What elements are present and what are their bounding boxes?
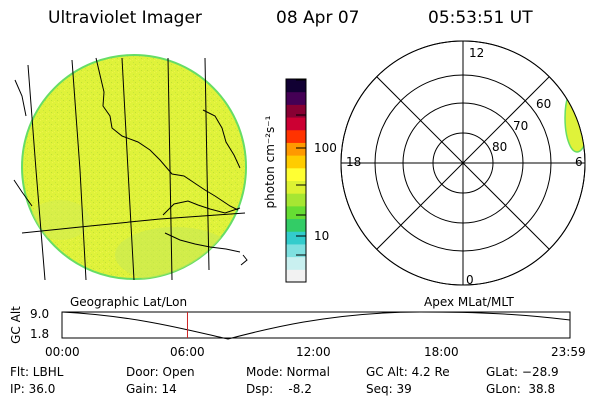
time-label: 05:53:51 UT: [428, 8, 533, 28]
gc-alt-status: GC Alt: 4.2 Re: [366, 365, 450, 379]
time-tick-1200: 12:00: [296, 345, 331, 359]
lat-label-70: 70: [513, 119, 529, 133]
colorbar-unit-label: photon cm⁻²s⁻¹: [263, 115, 277, 209]
colorbar-segment: [286, 243, 306, 258]
colorbar-segment: [286, 104, 306, 118]
colorbar-segment: [286, 167, 306, 181]
gc-alt-axis-label: GC Alt: [9, 306, 23, 344]
gc-alt-ytick-max: 9.0: [30, 307, 50, 321]
coastline: [13, 57, 248, 266]
apex-label: Apex MLat/MLT: [424, 295, 514, 309]
colorbar-segment: [286, 269, 306, 283]
colorbar-segment: [286, 142, 306, 156]
colorbar-segment: [286, 91, 306, 105]
colorbar-tick-100: 100: [314, 141, 337, 155]
mlt-label-6: 6: [575, 155, 583, 169]
time-tick-0600: 06:00: [170, 345, 205, 359]
lat-label-80: 80: [492, 140, 508, 154]
dsp-status: Dsp: -8.2: [246, 382, 312, 396]
door-status: Door: Open: [126, 365, 195, 379]
gain-status: Gain: 14: [126, 382, 177, 396]
glat-status: GLat: −28.9: [486, 365, 559, 379]
geo-grid: [21, 57, 246, 281]
colorbar-segment: [286, 218, 306, 232]
time-tick-1800: 18:00: [424, 345, 459, 359]
time-tick-0000: 00:00: [45, 345, 80, 359]
aurora-overlay: [564, 83, 585, 153]
gc-alt-plot: [61, 311, 571, 340]
mode-status: Mode: Normal: [246, 365, 330, 379]
colorbar-segment: [286, 117, 306, 131]
geographic-label: Geographic Lat/Lon: [70, 295, 188, 309]
time-tick-2359: 23:59: [551, 345, 586, 359]
colorbar-segment: [286, 79, 306, 93]
date-label: 08 Apr 07: [276, 8, 360, 28]
app-title: Ultraviolet Imager: [48, 8, 202, 28]
gc-alt-ytick-min: 1.8: [30, 327, 50, 341]
colorbar-segment: [286, 193, 306, 207]
colorbar-segment: [286, 256, 306, 270]
colorbar-segment: [286, 231, 306, 245]
colorbar-segment: [286, 129, 306, 143]
seq-status: Seq: 39: [366, 382, 412, 396]
colorbar-segment: [286, 205, 306, 220]
ip-status: IP: 36.0: [10, 382, 56, 396]
mlt-label-12: 12: [469, 46, 485, 60]
colorbar-segment: [286, 180, 306, 194]
color-scale-bar: [285, 78, 307, 283]
glon-status: GLon: 38.8: [486, 382, 556, 396]
mlt-label-0: 0: [466, 273, 474, 287]
colorbar-ticks: [296, 79, 306, 256]
lat-label-60: 60: [536, 97, 552, 111]
colorbar-tick-10: 10: [314, 229, 330, 243]
colorbar-segment: [286, 155, 306, 169]
colorbar-border: [285, 78, 307, 283]
uv-image-disk: [21, 54, 247, 280]
polar-plot: [340, 40, 586, 286]
filter-status: Flt: LBHL: [10, 365, 64, 379]
mlt-label-18: 18: [346, 155, 362, 169]
